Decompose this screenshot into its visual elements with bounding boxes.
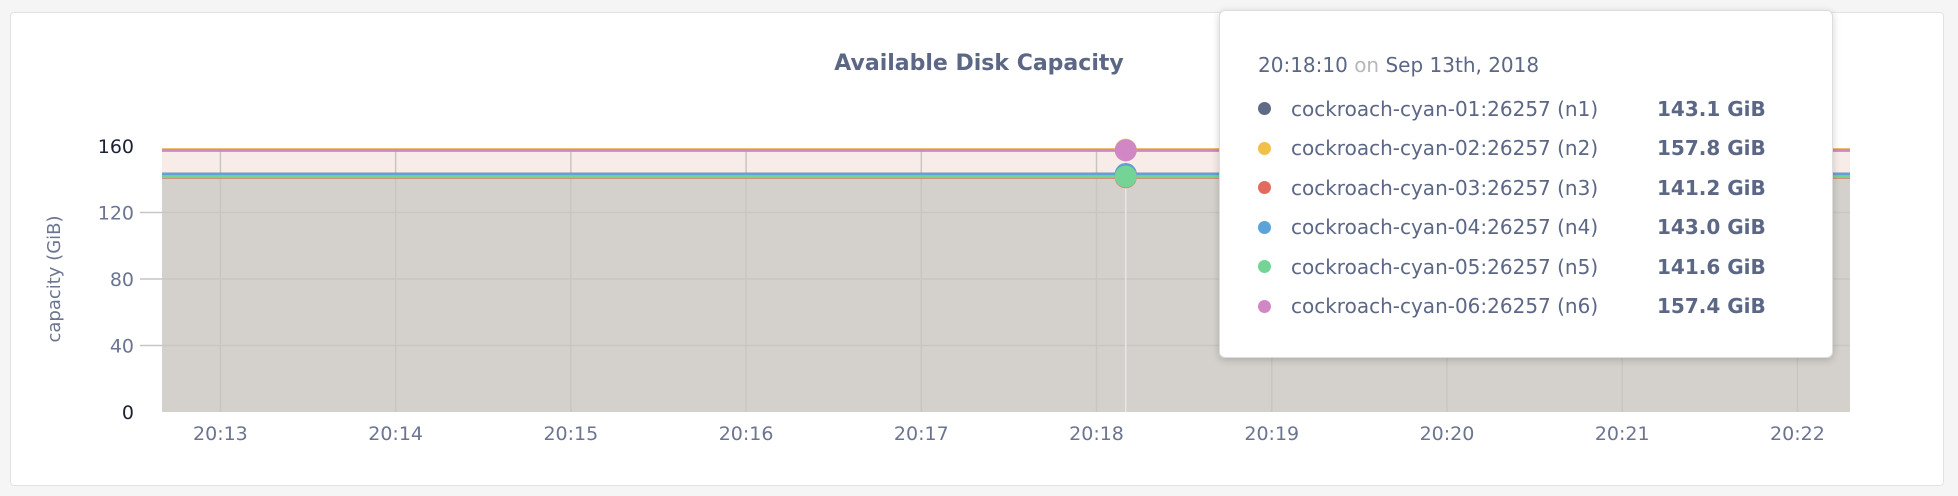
x-tick-label: 20:18 [1069, 423, 1124, 445]
series-name: cockroach-cyan-06:26257 (n6) [1291, 294, 1599, 319]
x-tick-label: 20:13 [193, 423, 248, 445]
y-axis-label: capacity (GiB) [44, 215, 65, 342]
series-value: 157.8 GiB [1657, 136, 1766, 161]
series-value: 141.6 GiB [1657, 254, 1766, 279]
series-color-dot [1258, 220, 1271, 234]
tooltip-row: cockroach-cyan-03:26257 (n3) 141.2 GiB [1258, 168, 1832, 208]
series-value: 143.0 GiB [1657, 215, 1766, 240]
x-tick-label: 20:15 [543, 423, 598, 445]
x-tick-label: 20:14 [368, 423, 423, 445]
tooltip-time: 20:18:10 [1258, 53, 1348, 77]
series-color-dot [1258, 141, 1271, 155]
tooltip-row: cockroach-cyan-06:26257 (n6) 157.4 GiB [1258, 287, 1832, 327]
y-tick-label: 0 [122, 402, 134, 424]
x-tick-label: 20:20 [1420, 423, 1475, 445]
y-tick-label: 120 [98, 203, 134, 225]
chart-title: Available Disk Capacity [834, 51, 1123, 76]
x-tick-label: 20:16 [719, 423, 774, 445]
tooltip-header: 20:18:10 on Sep 13th, 2018 [1258, 53, 1832, 77]
hover-tooltip: 20:18:10 on Sep 13th, 2018 cockroach-cya… [1219, 10, 1833, 358]
y-tick-label: 40 [110, 336, 134, 358]
y-tick-label: 160 [98, 136, 134, 158]
series-color-dot [1258, 181, 1271, 195]
series-name: cockroach-cyan-04:26257 (n4) [1291, 215, 1599, 240]
hover-point [1114, 165, 1137, 188]
series-value: 141.2 GiB [1657, 175, 1766, 200]
series-color-dot [1258, 102, 1271, 116]
x-tick-label: 20:21 [1595, 423, 1650, 445]
series-color-dot [1258, 299, 1271, 313]
y-tick-label: 80 [110, 269, 134, 291]
series-color-dot [1258, 260, 1271, 274]
tooltip-row: cockroach-cyan-05:26257 (n5) 141.6 GiB [1258, 247, 1832, 287]
series-name: cockroach-cyan-05:26257 (n5) [1291, 254, 1599, 279]
series-name: cockroach-cyan-03:26257 (n3) [1291, 175, 1599, 200]
x-tick-label: 20:17 [894, 423, 949, 445]
x-tick-label: 20:22 [1770, 423, 1825, 445]
series-name: cockroach-cyan-01:26257 (n1) [1291, 96, 1599, 121]
series-value: 157.4 GiB [1657, 294, 1766, 319]
series-name: cockroach-cyan-02:26257 (n2) [1291, 136, 1599, 161]
hover-point [1114, 139, 1137, 162]
tooltip-date: Sep 13th, 2018 [1385, 53, 1540, 77]
tooltip-row: cockroach-cyan-04:26257 (n4) 143.0 GiB [1258, 208, 1832, 248]
series-value: 143.1 GiB [1657, 96, 1766, 121]
tooltip-row: cockroach-cyan-01:26257 (n1) 143.1 GiB [1258, 89, 1832, 129]
tooltip-row: cockroach-cyan-02:26257 (n2) 157.8 GiB [1258, 129, 1832, 169]
x-tick-label: 20:19 [1244, 423, 1299, 445]
tooltip-on: on [1354, 53, 1380, 77]
